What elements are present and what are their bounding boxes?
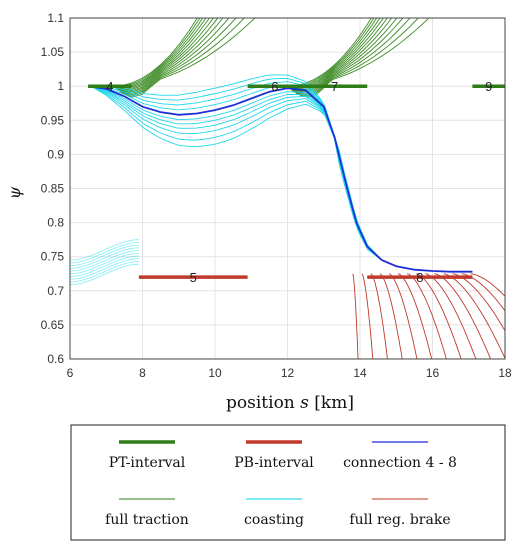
interval-label: 4 — [106, 79, 113, 94]
traction-curve — [287, 18, 375, 87]
traction-curve — [113, 18, 219, 91]
traction-curve — [287, 18, 372, 87]
y-tick-label: 0.8 — [47, 216, 64, 230]
y-tick-label: 1.05 — [41, 45, 65, 59]
traction-curve — [113, 18, 224, 93]
traction-curve — [113, 18, 204, 88]
traction-curve — [287, 18, 388, 91]
brake-curve — [461, 273, 505, 312]
legend-label: PT-interval — [109, 455, 186, 471]
y-tick-label: 0.6 — [47, 352, 64, 366]
traction-curve — [287, 18, 393, 92]
interval-label: 9 — [485, 79, 492, 94]
connection-curve — [87, 85, 473, 273]
x-tick-label: 10 — [208, 366, 222, 380]
interval-bars: 4 6 7 9 5 8 — [88, 79, 505, 285]
coasting-curve — [70, 242, 139, 264]
traction-curve — [287, 18, 378, 88]
coasting-curve — [70, 255, 139, 277]
interval-label: 5 — [190, 270, 197, 285]
x-tick-label: 12 — [281, 366, 295, 380]
traction-curve — [287, 18, 430, 98]
coasting-curve — [70, 247, 139, 269]
x-tick-label: 8 — [139, 366, 146, 380]
x-tick-label: 6 — [67, 366, 74, 380]
traction-curve — [113, 18, 210, 89]
interval-label: 7 — [331, 79, 338, 94]
x-axis-label: position s [km] — [226, 393, 354, 413]
traction-curve — [113, 18, 214, 90]
coasting-curve — [70, 263, 139, 286]
coasting-curve — [70, 239, 139, 261]
interval-label: 6 — [271, 79, 278, 94]
interval-label: 8 — [416, 270, 423, 285]
y-tick-label: 0.85 — [41, 182, 65, 196]
y-tick-label: 0.75 — [41, 250, 65, 264]
y-tick-label: 0.95 — [41, 113, 65, 127]
coasting-curve — [70, 244, 139, 266]
legend: PT-interval PB-interval connection 4 - 8 fu… — [105, 440, 457, 528]
x-tick-label: 16 — [426, 366, 440, 380]
legend-label: full traction — [105, 512, 189, 528]
y-tick-label: 0.7 — [47, 284, 64, 298]
y-tick-label: 1.1 — [47, 11, 64, 25]
traction-curve — [287, 18, 381, 89]
coasting-curve — [70, 252, 139, 275]
traction-curve — [113, 18, 230, 94]
traction-curve — [113, 18, 256, 98]
brake-curve — [352, 273, 359, 359]
traction-curve — [287, 18, 384, 89]
traction-curve — [287, 18, 419, 97]
y-axis-label: ψ — [5, 186, 24, 199]
connection-line — [87, 85, 473, 273]
plot-frame — [69, 17, 506, 360]
x-tick-labels: 6 8 10 12 14 16 18 — [67, 366, 512, 380]
y-tick-label: 0.65 — [41, 318, 65, 332]
coasting-curve — [70, 250, 139, 272]
traction-curves — [113, 18, 430, 98]
y-tick-label: 1 — [57, 79, 64, 93]
legend-label: connection 4 - 8 — [343, 455, 457, 471]
traction-curve — [113, 18, 207, 89]
traction-curve — [113, 18, 198, 87]
traction-curve — [113, 18, 237, 95]
traction-curve — [113, 18, 201, 87]
y-tick-labels: 0.6 0.65 0.7 0.75 0.8 0.85 0.9 0.95 1 1.05 1.1 — [41, 11, 65, 366]
legend-label: full reg. brake — [349, 512, 450, 528]
brake-curve — [361, 273, 374, 359]
legend-box — [70, 424, 506, 541]
traction-curve — [113, 18, 245, 97]
x-tick-label: 18 — [498, 366, 512, 380]
legend-label: coasting — [244, 512, 304, 528]
legend-label: PB-interval — [234, 455, 314, 471]
brake-curve — [470, 273, 505, 298]
x-tick-label: 14 — [353, 366, 367, 380]
y-tick-label: 0.9 — [47, 147, 64, 161]
coasting-curve — [70, 261, 139, 283]
coasting-curve — [70, 258, 139, 280]
